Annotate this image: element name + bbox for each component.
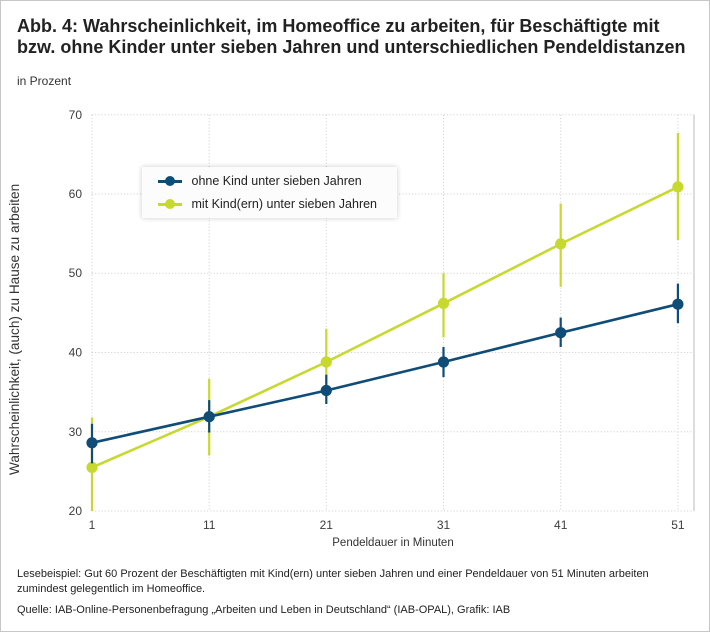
svg-text:60: 60 xyxy=(69,187,83,201)
svg-text:1: 1 xyxy=(89,518,96,532)
svg-text:50: 50 xyxy=(69,266,83,280)
svg-text:21: 21 xyxy=(320,518,334,532)
svg-text:41: 41 xyxy=(554,518,568,532)
svg-text:40: 40 xyxy=(69,346,83,360)
svg-text:70: 70 xyxy=(69,108,83,122)
svg-text:20: 20 xyxy=(69,504,83,518)
svg-text:51: 51 xyxy=(671,518,685,532)
svg-text:31: 31 xyxy=(437,518,451,532)
svg-text:11: 11 xyxy=(203,518,216,532)
svg-text:30: 30 xyxy=(69,425,83,439)
